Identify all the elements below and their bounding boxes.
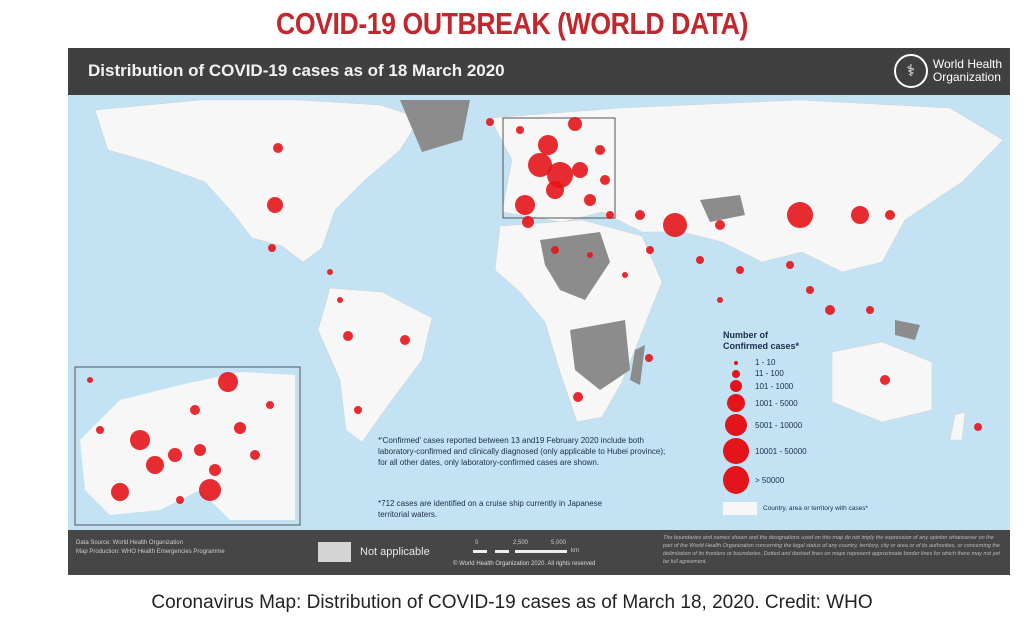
- case-bubble: [130, 430, 150, 450]
- case-bubble: [268, 244, 276, 252]
- europe-zoom-box: [502, 117, 616, 219]
- who-logo: ⚕ World Health Organization: [893, 54, 1002, 88]
- case-bubble: [515, 195, 535, 215]
- case-bubble: [568, 117, 582, 131]
- case-bubble: [717, 297, 723, 303]
- case-bubble: [573, 392, 583, 402]
- bubble-size-icon: [723, 438, 749, 464]
- case-bubble: [715, 220, 725, 230]
- case-bubble: [199, 479, 221, 501]
- case-bubble: [400, 335, 410, 345]
- disclaimer: The boundaries and names shown and the d…: [663, 535, 1000, 565]
- case-bubble: [486, 118, 494, 126]
- case-bubble: [522, 216, 534, 228]
- note-cruise-ship: *712 cases are identified on a cruise sh…: [378, 499, 603, 519]
- not-applicable-swatch: [318, 542, 351, 562]
- legend-with-cases: Country, area or territory with cases*: [723, 502, 993, 515]
- bubble-size-icon: [723, 394, 749, 412]
- case-bubble: [646, 246, 654, 254]
- south-america: [317, 287, 433, 443]
- scale-bar: 0 2,500 5,000 km: [473, 540, 579, 554]
- case-bubble: [825, 305, 835, 315]
- case-bubble: [806, 286, 814, 294]
- case-bubble: [866, 306, 874, 314]
- case-bubble: [234, 422, 246, 434]
- case-bubble: [587, 252, 593, 258]
- case-bubbles: [87, 117, 982, 504]
- png-no-cases: [895, 320, 920, 340]
- case-bubble: [974, 423, 982, 431]
- central-asia-no-cases: [700, 195, 745, 222]
- case-bubble: [851, 206, 869, 224]
- map-header: Distribution of COVID-19 cases as of 18 …: [68, 48, 1010, 95]
- who-emblem-icon: ⚕: [893, 54, 928, 88]
- case-bubble: [600, 175, 610, 185]
- case-bubble: [218, 372, 238, 392]
- case-bubble: [635, 210, 645, 220]
- case-bubble: [736, 266, 744, 274]
- page-title: COVID-19 OUTBREAK (WORLD DATA): [276, 6, 748, 41]
- case-bubble: [538, 135, 558, 155]
- case-bubble: [606, 211, 614, 219]
- legend-item: 1 - 10: [723, 358, 993, 367]
- case-bubble: [528, 153, 552, 177]
- map-footer: Data Source: World Health Organization M…: [68, 530, 1010, 575]
- southern-africa-no-cases: [570, 320, 630, 390]
- note-confirmed-cases: *'Confirmed' cases reported between 13 a…: [378, 436, 666, 467]
- case-bubble: [584, 194, 596, 206]
- bubble-size-icon: [723, 369, 749, 378]
- case-bubble: [176, 496, 184, 504]
- case-bubble: [337, 297, 343, 303]
- case-bubble: [787, 202, 813, 228]
- case-bubble: [663, 213, 687, 237]
- madagascar: [630, 345, 645, 385]
- case-bubble: [190, 405, 200, 415]
- case-bubble: [273, 143, 283, 153]
- bubble-size-icon: [723, 360, 749, 365]
- case-bubble: [622, 272, 628, 278]
- legend-item: 5001 - 10000: [723, 414, 993, 436]
- legend-item: > 50000: [723, 466, 993, 494]
- case-bubble: [96, 426, 104, 434]
- new-zealand: [949, 411, 966, 441]
- legend: Number of Confirmed cases* 1 - 10 11 - 100…: [723, 330, 993, 515]
- case-bubble: [267, 197, 283, 213]
- case-bubble: [572, 162, 588, 178]
- case-bubble: [146, 456, 164, 474]
- europe-inset-land: [80, 372, 295, 520]
- bubble-size-icon: [723, 414, 749, 436]
- case-bubble: [327, 269, 333, 275]
- legend-item: 1001 - 5000: [723, 394, 993, 412]
- bubble-size-icon: [723, 466, 749, 494]
- case-bubble: [111, 483, 129, 501]
- case-bubble: [696, 256, 704, 264]
- case-bubble: [645, 354, 653, 362]
- case-bubble: [551, 246, 559, 254]
- case-bubble: [343, 331, 353, 341]
- case-bubble: [168, 448, 182, 462]
- case-bubble: [885, 210, 895, 220]
- bubble-size-icon: [723, 380, 749, 392]
- legend-item: 101 - 1000: [723, 380, 993, 392]
- case-bubble: [880, 375, 890, 385]
- case-bubble: [354, 406, 362, 414]
- case-bubble: [266, 401, 274, 409]
- case-bubble: [209, 464, 221, 476]
- who-covid-map: Distribution of COVID-19 cases as of 18 …: [68, 48, 1010, 575]
- legend-item: 10001 - 50000: [723, 438, 993, 464]
- legend-item: 11 - 100: [723, 369, 993, 378]
- case-bubble: [250, 450, 260, 460]
- image-caption: Coronavirus Map: Distribution of COVID-1…: [151, 592, 873, 613]
- map-title: Distribution of COVID-19 cases as of 18 …: [88, 61, 505, 80]
- case-bubble: [786, 261, 794, 269]
- case-bubble: [194, 444, 206, 456]
- north-america: [94, 99, 421, 263]
- world-map: [74, 99, 1004, 526]
- case-bubble: [516, 126, 524, 134]
- case-bubble: [546, 181, 564, 199]
- greenland: [400, 100, 470, 152]
- case-bubble: [87, 377, 93, 383]
- case-bubble: [595, 145, 605, 155]
